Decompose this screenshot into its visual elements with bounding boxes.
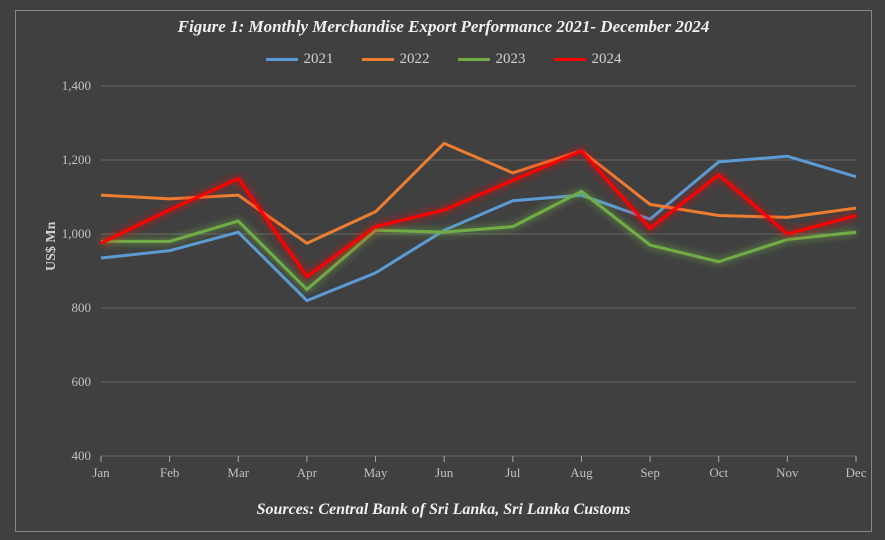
legend-item-2022: 2022 [362,51,430,68]
legend-label: 2023 [496,51,526,67]
legend-label: 2021 [304,51,334,67]
series-2024 [101,151,856,277]
ytick-label: 1,400 [51,78,91,94]
legend-swatch [362,58,394,61]
legend-label: 2024 [592,51,622,67]
legend-swatch [458,58,490,61]
legend-item-2023: 2023 [458,51,526,68]
xtick-label: Aug [570,465,592,481]
legend-swatch [554,58,586,61]
xtick-label: Jan [92,465,109,481]
xtick-label: Dec [846,465,867,481]
xtick-label: Oct [709,465,728,481]
ytick-label: 1,200 [51,152,91,168]
xtick-label: Mar [227,465,249,481]
xtick-label: Sep [640,465,660,481]
plot-area: 4006008001,0001,2001,400JanFebMarAprMayJ… [101,86,856,456]
series-2023 [101,191,856,289]
legend-item-2024: 2024 [554,51,622,68]
ytick-label: 800 [51,300,91,316]
xtick-label: Apr [297,465,317,481]
legend-label: 2022 [400,51,430,67]
xtick-label: May [364,465,388,481]
ytick-label: 400 [51,448,91,464]
chart-svg [101,86,856,456]
ytick-label: 600 [51,374,91,390]
legend: 2021 2022 2023 2024 [16,51,871,68]
chart-frame: Figure 1: Monthly Merchandise Export Per… [15,10,872,532]
xtick-label: Nov [776,465,798,481]
sources-text: Sources: Central Bank of Sri Lanka, Sri … [16,501,871,519]
xtick-label: Feb [160,465,180,481]
ytick-label: 1,000 [51,226,91,242]
chart-title: Figure 1: Monthly Merchandise Export Per… [16,17,871,37]
xtick-label: Jun [435,465,453,481]
legend-swatch [266,58,298,61]
xtick-label: Jul [505,465,520,481]
legend-item-2021: 2021 [266,51,334,68]
